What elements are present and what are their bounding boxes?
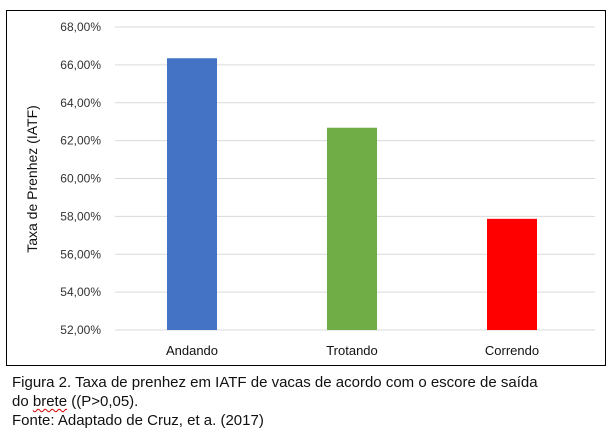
y-tick-label: 52,00% [60,323,101,337]
y-axis-ticks: 52,00% 54,00% 56,00% 58,00% 60,00% 62,00% 64,0… [60,20,101,337]
x-axis-categories: Andando Trotando Correndo [166,343,539,358]
bar-andando [167,58,217,330]
y-axis-title: Taxa de Prenhez (IATF) [24,105,40,253]
caption-text: do [12,393,33,410]
bar-correndo [487,218,537,330]
figure-caption: Figura 2. Taxa de prenhez em IATF de vac… [12,374,538,391]
x-category-label: Andando [166,343,218,358]
y-tick-label: 62,00% [60,134,101,148]
y-tick-label: 60,00% [60,172,101,186]
y-tick-label: 64,00% [60,96,101,110]
chart-frame: 52,00% 54,00% 56,00% 58,00% 60,00% 62,00% 64,0… [6,10,606,366]
x-category-label: Trotando [326,343,378,358]
y-tick-label: 66,00% [60,58,101,72]
figure-caption-continued: do brete ((P>0,05). [12,392,612,411]
bars [167,58,537,330]
bar-chart: 52,00% 54,00% 56,00% 58,00% 60,00% 62,00% 64,0… [24,20,595,358]
x-category-label: Correndo [485,343,539,358]
y-tick-label: 54,00% [60,285,101,299]
bar-trotando [327,127,377,330]
y-tick-label: 56,00% [60,247,101,261]
caption-text: ((P>0,05). [67,393,139,410]
y-tick-label: 58,00% [60,209,101,223]
figure-source: Fonte: Adaptado de Cruz, et a. (2017) [12,412,264,429]
spellcheck-flagged-word: brete [32,393,68,410]
y-tick-label: 68,00% [60,20,101,34]
